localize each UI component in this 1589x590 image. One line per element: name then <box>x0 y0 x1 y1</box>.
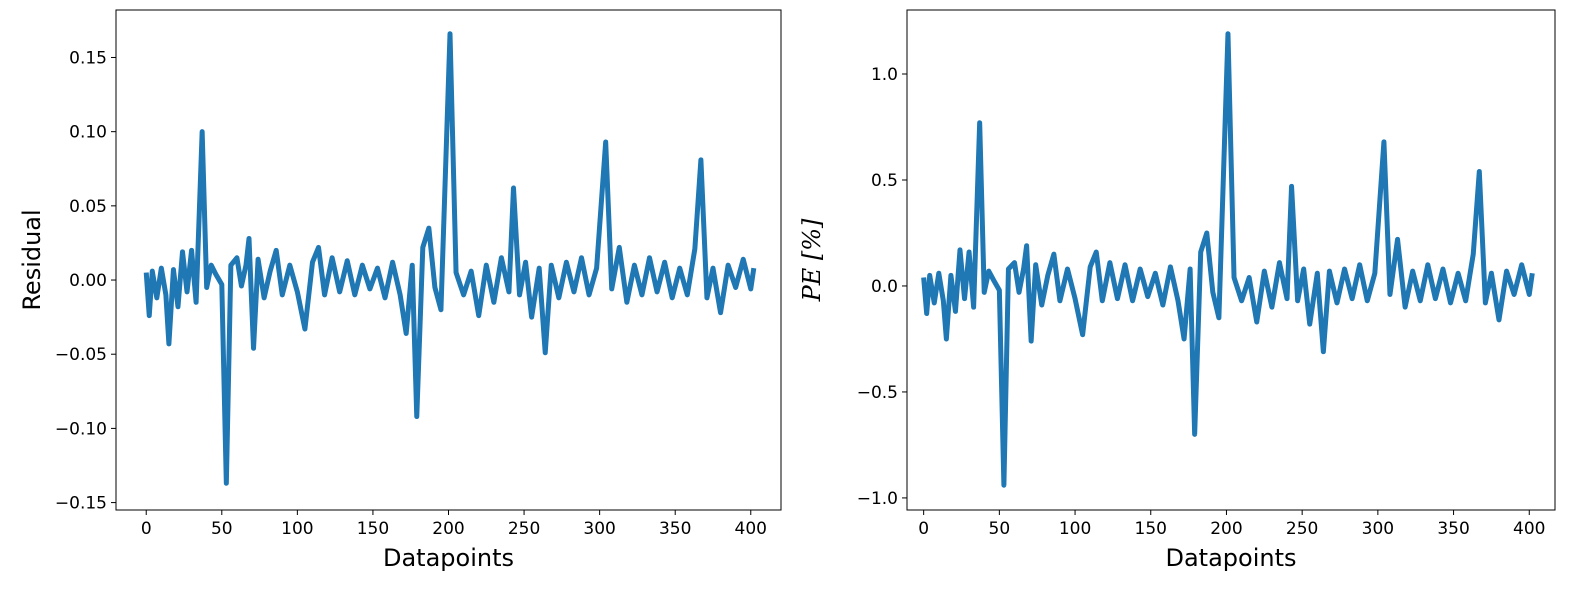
x-tick-label: 400 <box>1513 519 1545 539</box>
x-tick-label: 150 <box>357 519 389 539</box>
y-tick-label: 0.5 <box>871 171 898 191</box>
x-tick-label: 0 <box>918 519 929 539</box>
x-tick-label: 350 <box>659 519 691 539</box>
x-tick-label: 50 <box>989 519 1011 539</box>
y-tick-label: 0.0 <box>871 277 898 297</box>
x-axis-label: Datapoints <box>383 544 514 572</box>
x-tick-label: 250 <box>508 519 540 539</box>
x-tick-label: 200 <box>1210 519 1242 539</box>
data-line <box>143 31 757 486</box>
y-tick-label: −0.10 <box>55 419 107 439</box>
x-tick-label: 150 <box>1135 519 1167 539</box>
x-tick-label: 100 <box>1059 519 1091 539</box>
y-axis-label: Residual <box>18 209 46 310</box>
y-tick-label: −0.5 <box>857 383 898 403</box>
axes-frame <box>906 9 1556 511</box>
y-tick-label: −0.15 <box>55 494 107 514</box>
data-line <box>921 31 1535 488</box>
x-tick-label: 300 <box>583 519 615 539</box>
x-tick-label: 0 <box>141 519 152 539</box>
x-tick-label: 300 <box>1362 519 1394 539</box>
x-tick-label: 400 <box>735 519 767 539</box>
x-tick-label: 200 <box>432 519 464 539</box>
x-tick-label: 100 <box>281 519 313 539</box>
y-axis-label: PE [%] <box>798 218 826 302</box>
y-tick-label: 0.00 <box>69 271 107 291</box>
y-tick-label: −0.05 <box>55 345 107 365</box>
y-tick-label: −1.0 <box>857 489 898 509</box>
y-tick-label: 0.05 <box>69 197 107 217</box>
x-tick-label: 250 <box>1286 519 1318 539</box>
x-axis-label: Datapoints <box>1165 544 1296 572</box>
x-tick-label: 50 <box>211 519 233 539</box>
y-tick-label: 1.0 <box>871 65 898 85</box>
y-tick-label: 0.15 <box>69 48 107 68</box>
y-tick-label: 0.10 <box>69 123 107 143</box>
x-tick-label: 350 <box>1437 519 1469 539</box>
